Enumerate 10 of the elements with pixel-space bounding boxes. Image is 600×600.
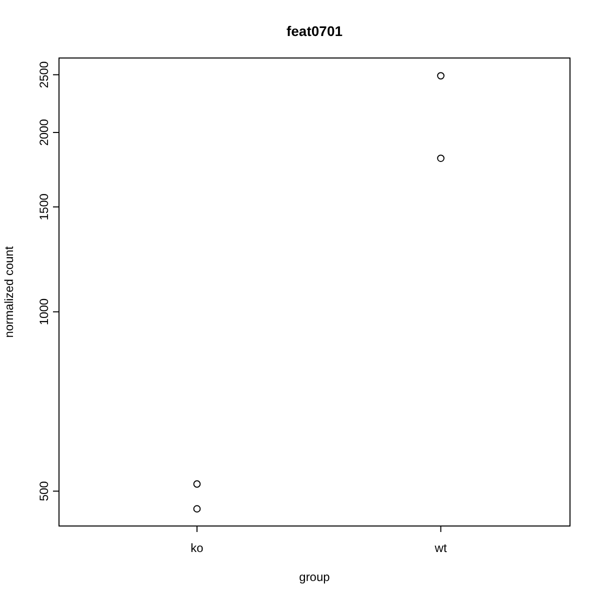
chart-title: feat0701	[286, 23, 343, 39]
y-tick-label: 1500	[37, 193, 51, 220]
x-tick-label: wt	[434, 541, 448, 555]
x-axis-title: group	[299, 570, 330, 584]
y-axis-title: normalized count	[2, 246, 16, 338]
y-tick-label: 2500	[37, 61, 51, 88]
y-tick-label: 2000	[37, 118, 51, 146]
y-tick-label: 1000	[37, 298, 51, 326]
y-tick-label: 500	[37, 480, 51, 502]
x-tick-label: ko	[190, 541, 204, 555]
